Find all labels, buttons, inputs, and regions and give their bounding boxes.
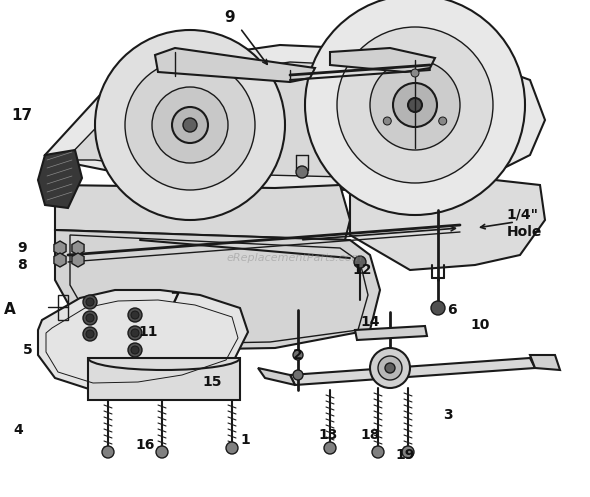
Circle shape: [131, 346, 139, 354]
Text: 13: 13: [319, 428, 337, 442]
Circle shape: [86, 298, 94, 306]
Polygon shape: [54, 253, 66, 267]
Text: 11: 11: [138, 325, 158, 339]
Circle shape: [411, 69, 419, 77]
Circle shape: [152, 87, 228, 163]
Text: 19: 19: [395, 448, 415, 462]
Circle shape: [324, 442, 336, 454]
Circle shape: [370, 60, 460, 150]
Text: 16: 16: [135, 438, 155, 452]
Polygon shape: [330, 48, 435, 72]
Circle shape: [372, 446, 384, 458]
Text: 18: 18: [360, 428, 380, 442]
Text: 1/4": 1/4": [506, 208, 538, 222]
Circle shape: [83, 295, 97, 309]
Polygon shape: [155, 48, 315, 82]
Circle shape: [408, 98, 422, 112]
Polygon shape: [290, 358, 535, 385]
Circle shape: [86, 314, 94, 322]
Circle shape: [128, 308, 142, 322]
Text: 9: 9: [225, 10, 235, 25]
Text: 2: 2: [293, 348, 303, 362]
Circle shape: [183, 118, 197, 132]
Circle shape: [305, 0, 525, 215]
Circle shape: [86, 330, 94, 338]
Polygon shape: [55, 230, 380, 350]
Polygon shape: [38, 290, 248, 390]
Circle shape: [337, 27, 493, 183]
Circle shape: [131, 311, 139, 319]
Circle shape: [156, 446, 168, 458]
Circle shape: [128, 326, 142, 340]
Text: 3: 3: [443, 408, 453, 422]
Text: 4: 4: [13, 423, 23, 437]
Circle shape: [293, 370, 303, 380]
Circle shape: [384, 117, 391, 125]
Text: eReplacementParts.com: eReplacementParts.com: [227, 253, 363, 263]
Polygon shape: [65, 62, 520, 177]
Circle shape: [293, 350, 303, 360]
Polygon shape: [258, 368, 295, 385]
Circle shape: [402, 446, 414, 458]
Polygon shape: [45, 45, 545, 190]
Text: 6: 6: [447, 303, 457, 317]
Circle shape: [226, 442, 238, 454]
Polygon shape: [55, 185, 350, 240]
Circle shape: [370, 348, 410, 388]
Text: 17: 17: [11, 107, 32, 122]
Text: Hole: Hole: [506, 225, 542, 239]
Polygon shape: [72, 253, 84, 267]
Circle shape: [296, 166, 308, 178]
Circle shape: [354, 256, 366, 268]
Text: 12: 12: [352, 263, 372, 277]
Circle shape: [393, 83, 437, 127]
Circle shape: [385, 363, 395, 373]
Circle shape: [131, 329, 139, 337]
Polygon shape: [350, 175, 545, 270]
Circle shape: [128, 343, 142, 357]
Text: 5: 5: [23, 343, 33, 357]
Polygon shape: [72, 241, 84, 255]
Polygon shape: [38, 150, 82, 208]
Circle shape: [439, 117, 447, 125]
Polygon shape: [530, 355, 560, 370]
Circle shape: [102, 446, 114, 458]
Circle shape: [125, 60, 255, 190]
Polygon shape: [355, 326, 427, 340]
Circle shape: [431, 301, 445, 315]
Circle shape: [378, 356, 402, 380]
Polygon shape: [88, 358, 240, 400]
Polygon shape: [54, 241, 66, 255]
Text: 15: 15: [202, 375, 222, 389]
Text: A: A: [4, 303, 16, 318]
Circle shape: [172, 107, 208, 143]
Text: 10: 10: [470, 318, 490, 332]
Text: 7: 7: [170, 291, 180, 305]
Text: 1: 1: [240, 433, 250, 447]
Text: 14: 14: [360, 315, 380, 329]
Text: 9: 9: [17, 241, 27, 255]
Circle shape: [83, 311, 97, 325]
Circle shape: [83, 327, 97, 341]
Circle shape: [95, 30, 285, 220]
Text: 8: 8: [17, 258, 27, 272]
